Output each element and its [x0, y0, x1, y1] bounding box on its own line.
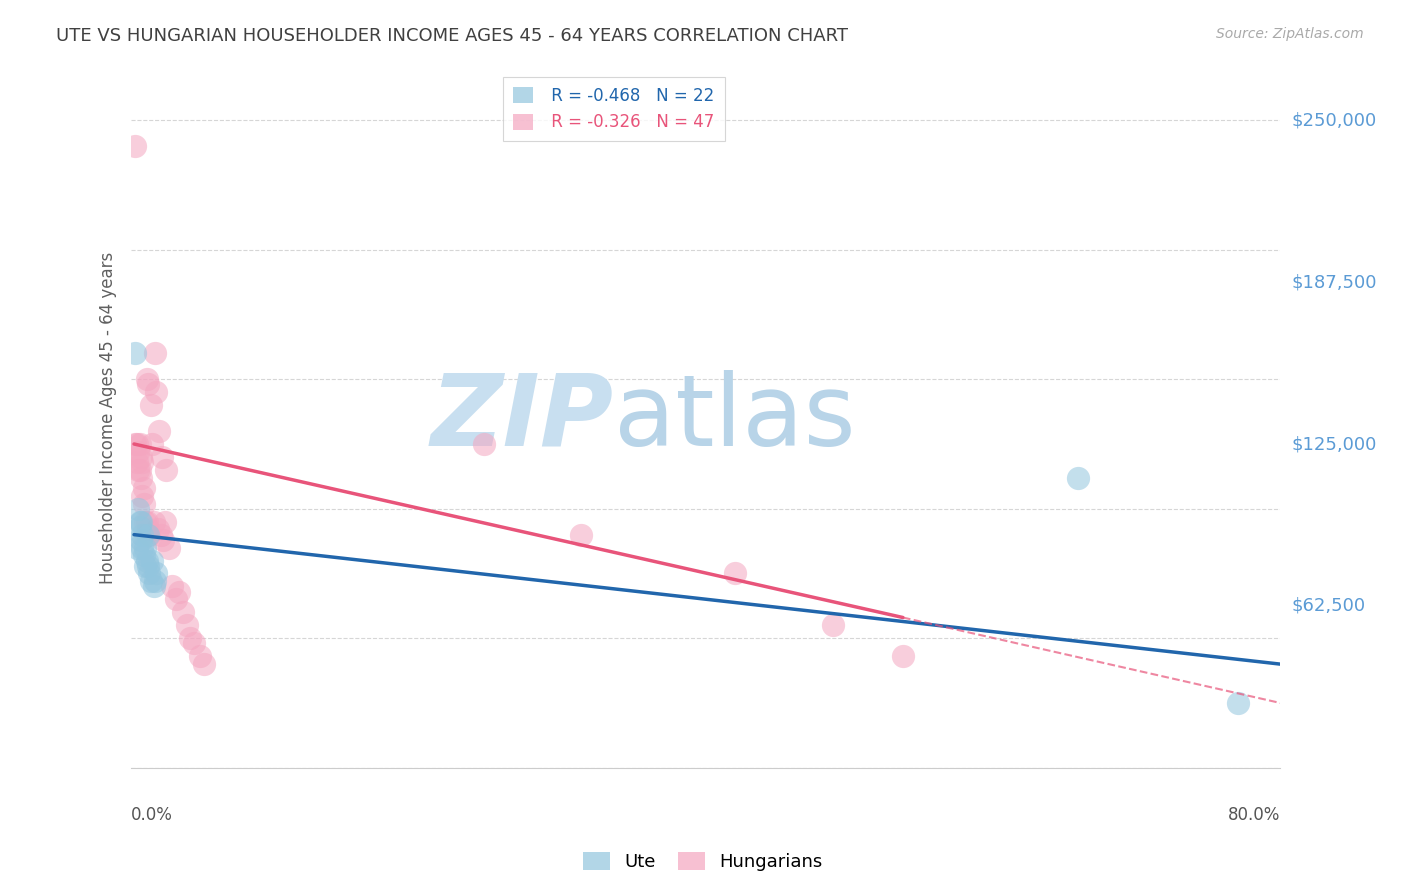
Point [124, 346, 146, 360]
Point [135, 372, 157, 386]
Point [125, 437, 148, 451]
Point [136, 377, 159, 392]
Point [132, 481, 155, 495]
Point [128, 520, 150, 534]
Point [128, 437, 150, 451]
Point [153, 515, 176, 529]
Point [135, 553, 157, 567]
Legend:  R = -0.468   N = 22,  R = -0.326   N = 47: R = -0.468 N = 22, R = -0.326 N = 47 [503, 77, 724, 141]
Point [136, 523, 159, 537]
Point [472, 437, 495, 451]
Text: ZIP: ZIP [430, 369, 614, 467]
Point [143, 574, 166, 589]
Point [132, 497, 155, 511]
Point [134, 541, 156, 555]
Point [155, 463, 177, 477]
Point [127, 463, 149, 477]
Text: $187,500: $187,500 [1292, 273, 1376, 291]
Point [150, 450, 173, 464]
Point [142, 579, 165, 593]
Point [138, 527, 160, 541]
Point [160, 579, 183, 593]
Point [138, 566, 160, 581]
Point [124, 139, 146, 153]
Point [724, 566, 747, 581]
Text: atlas: atlas [614, 369, 855, 467]
Point [1227, 696, 1250, 710]
Text: $125,000: $125,000 [1292, 435, 1376, 453]
Point [891, 649, 914, 664]
Point [142, 515, 165, 529]
Point [139, 398, 162, 412]
Point [135, 515, 157, 529]
Point [179, 631, 201, 645]
Point [143, 346, 166, 360]
Point [134, 558, 156, 573]
Point [821, 618, 844, 632]
Point [188, 649, 211, 664]
Point [125, 541, 148, 555]
Point [145, 385, 167, 400]
Point [183, 636, 205, 650]
Point [131, 541, 153, 555]
Point [176, 618, 198, 632]
Point [1066, 471, 1088, 485]
Point [129, 515, 152, 529]
Legend: Ute, Hungarians: Ute, Hungarians [576, 846, 830, 879]
Point [569, 527, 592, 541]
Point [167, 584, 190, 599]
Point [129, 471, 152, 485]
Point [131, 527, 153, 541]
Point [157, 541, 180, 555]
Text: 0.0%: 0.0% [131, 806, 173, 824]
Point [136, 558, 159, 573]
Point [152, 533, 174, 547]
Point [128, 463, 150, 477]
Text: $62,500: $62,500 [1292, 597, 1365, 615]
Point [129, 450, 152, 464]
Point [141, 437, 163, 451]
Y-axis label: Householder Income Ages 45 - 64 years: Householder Income Ages 45 - 64 years [100, 252, 117, 584]
Text: 80.0%: 80.0% [1227, 806, 1281, 824]
Point [124, 437, 146, 451]
Point [146, 523, 169, 537]
Point [148, 424, 170, 438]
Point [131, 489, 153, 503]
Point [149, 527, 172, 541]
Point [128, 515, 150, 529]
Point [193, 657, 215, 672]
Point [145, 566, 167, 581]
Text: Source: ZipAtlas.com: Source: ZipAtlas.com [1216, 27, 1364, 41]
Point [136, 527, 159, 541]
Point [127, 501, 149, 516]
Point [141, 553, 163, 567]
Point [132, 549, 155, 563]
Text: UTE VS HUNGARIAN HOUSEHOLDER INCOME AGES 45 - 64 YEARS CORRELATION CHART: UTE VS HUNGARIAN HOUSEHOLDER INCOME AGES… [56, 27, 848, 45]
Point [139, 574, 162, 589]
Point [125, 455, 148, 469]
Point [131, 455, 153, 469]
Point [134, 515, 156, 529]
Point [165, 592, 187, 607]
Point [172, 605, 194, 619]
Point [127, 444, 149, 458]
Point [129, 533, 152, 547]
Text: $250,000: $250,000 [1292, 112, 1376, 129]
